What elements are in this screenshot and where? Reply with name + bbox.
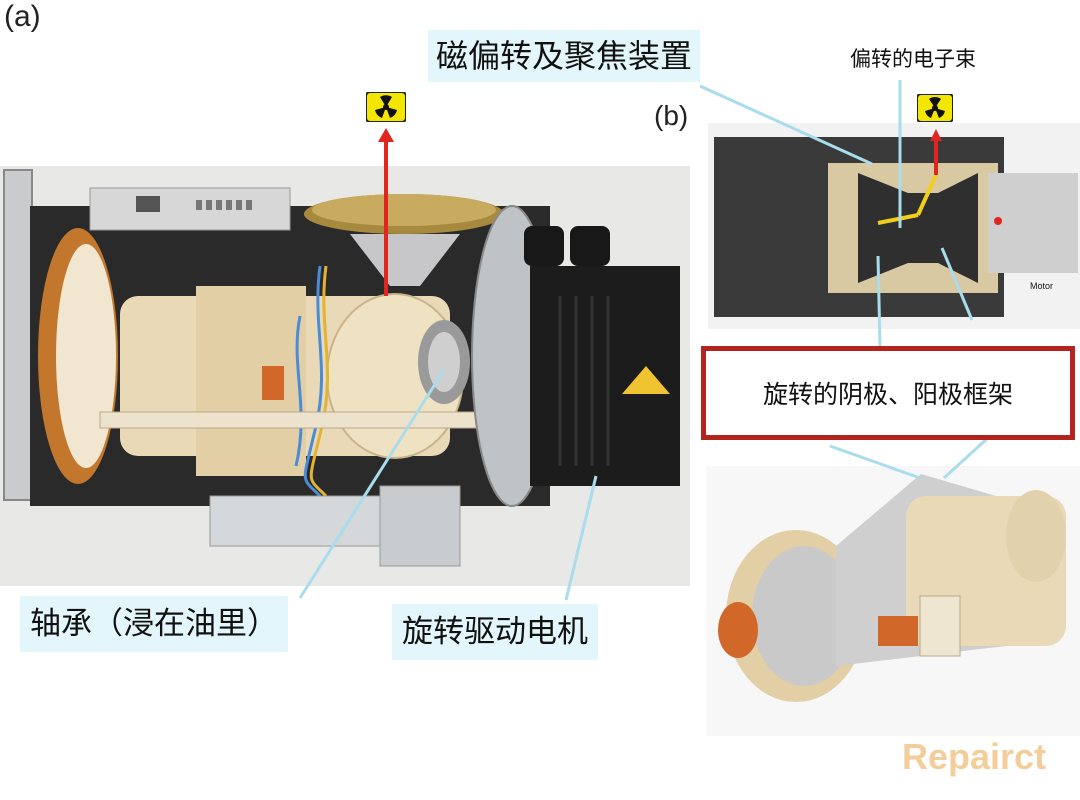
panel-letter-a: (a) [4,0,41,33]
watermark-text: Repairct [902,736,1047,777]
label-rotating-frame: 旋转的阴极、阳极框架 [701,346,1075,440]
beam-arrow-a-head [378,128,394,142]
photo-b-cutaway-schematic: Motor [708,123,1080,329]
panel-letter-b: (b) [654,100,689,131]
label-drive-motor: 旋转驱动电机 [392,604,598,660]
label-deflected-beam: 偏转的电子束 [846,44,980,74]
photo-a-xray-tube-cutaway [0,166,690,586]
photo-b-rotating-frame [706,466,1080,736]
radiation-icon [917,94,953,122]
label-bearing: 轴承（浸在油里） [20,596,288,652]
radiation-icon [366,92,406,122]
motor-small-label: Motor [1030,281,1054,291]
label-deflection-focus: 磁偏转及聚焦装置 [428,30,701,82]
